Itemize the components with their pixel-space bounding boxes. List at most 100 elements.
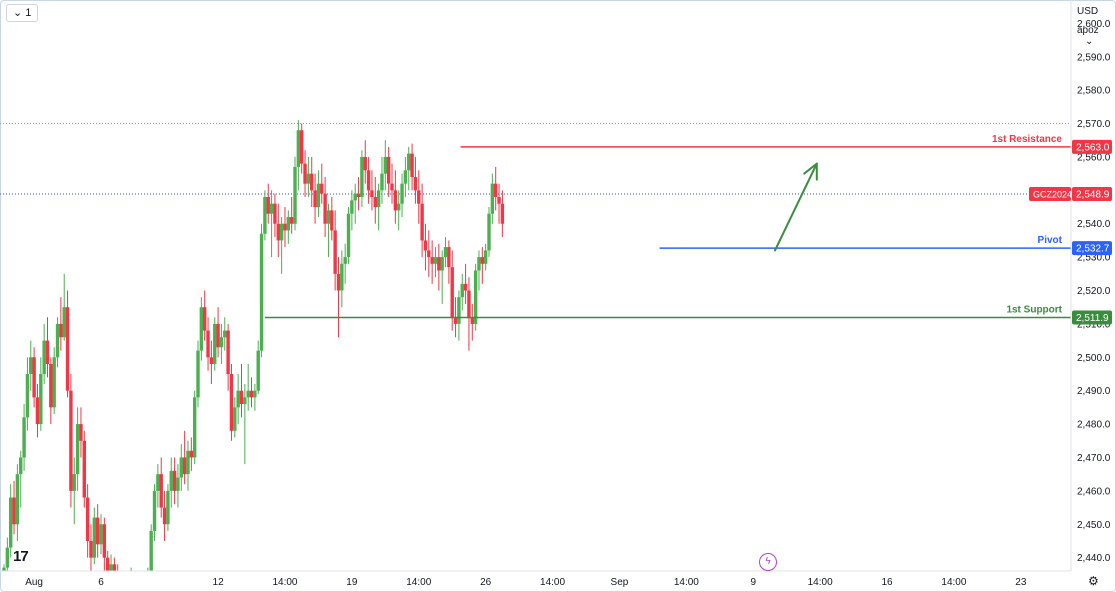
- candle-body: [182, 457, 187, 475]
- candle: [443, 237, 448, 268]
- candle: [75, 407, 80, 491]
- x-tick-label: 14:00: [674, 577, 699, 588]
- candle-body: [249, 390, 254, 398]
- candle-body: [299, 130, 304, 164]
- candle-body: [490, 183, 495, 214]
- tradingview-logo-icon[interactable]: 17: [13, 548, 29, 565]
- interval-dropdown-button[interactable]: ⌄ 1: [6, 4, 39, 22]
- candle: [35, 384, 40, 438]
- candle: [22, 404, 26, 471]
- currency-selector[interactable]: USD: [1077, 6, 1098, 17]
- candle-body: [366, 170, 371, 191]
- candle: [330, 197, 334, 241]
- candle-body: [326, 210, 331, 224]
- candle: [156, 464, 160, 508]
- x-tick-label: Sep: [611, 577, 629, 588]
- candle-body: [109, 564, 113, 571]
- candle: [289, 197, 294, 234]
- candle-body: [400, 183, 404, 204]
- candle: [490, 173, 495, 224]
- time-axis[interactable]: Aug 6 12 14:00 19 14:00 26 14:00 Sep 14:00 9 14:00 1…: [25, 577, 1027, 588]
- candle-body: [82, 440, 86, 498]
- candle-body: [396, 203, 401, 211]
- candle: [209, 340, 214, 385]
- candle-body: [483, 250, 488, 264]
- candle-body: [467, 290, 471, 318]
- candle-body: [149, 530, 153, 571]
- candle: [269, 190, 274, 258]
- x-tick-label: 16: [881, 577, 893, 588]
- candle: [182, 430, 187, 485]
- scale-mode-selector[interactable]: apoz ⌄: [1077, 25, 1116, 47]
- candle: [226, 323, 230, 391]
- candle-body: [25, 373, 30, 418]
- candle-body: [323, 193, 327, 224]
- candle-body: [310, 173, 314, 191]
- chevron-down-icon: ⌄: [13, 7, 23, 19]
- candle: [470, 303, 474, 341]
- candle-body: [320, 183, 324, 194]
- candle: [249, 377, 254, 408]
- candle: [223, 317, 227, 351]
- candle: [65, 290, 70, 398]
- candle-body: [72, 474, 76, 491]
- x-tick-label: 12: [213, 577, 225, 588]
- candle-body: [276, 223, 280, 241]
- candle-body: [233, 407, 237, 431]
- candle-body: [85, 497, 90, 541]
- x-tick-label: 14:00: [272, 577, 297, 588]
- candle-body: [423, 240, 428, 251]
- candle-body: [213, 323, 217, 364]
- candle-body: [330, 210, 334, 231]
- candle-body: [226, 330, 230, 374]
- candle-body: [12, 497, 16, 525]
- candle: [203, 290, 207, 341]
- candle-body: [443, 247, 448, 258]
- candle: [19, 450, 23, 508]
- candle: [373, 176, 377, 224]
- price-tags: 2,563.0 2,532.7 2,511.9 2,548.9 GCZ2024: [1029, 139, 1112, 325]
- candle-body: [390, 183, 394, 191]
- x-tick-label: 14:00: [808, 577, 833, 588]
- candle: [166, 484, 170, 531]
- y-tick-label: 2,490.0: [1077, 386, 1111, 397]
- price-axis[interactable]: 2,440.0 2,450.0 2,460.0 2,470.0 2,480.0 2,490…: [1077, 19, 1111, 564]
- gear-icon[interactable]: ⚙: [1088, 574, 1099, 588]
- candle: [383, 140, 388, 191]
- x-tick-label: 9: [750, 577, 756, 588]
- candle-body: [112, 564, 117, 571]
- level-label: Pivot: [1038, 235, 1063, 246]
- candle: [390, 163, 394, 204]
- candle: [169, 457, 173, 508]
- candle-body: [346, 213, 351, 258]
- candle: [340, 250, 344, 308]
- candle-body: [45, 340, 50, 364]
- candle-body: [186, 450, 190, 475]
- candle: [430, 240, 434, 284]
- candle-body: [219, 337, 224, 348]
- y-tick-label: 2,520.0: [1077, 286, 1111, 297]
- logo-text: 17: [13, 548, 29, 565]
- candle-body: [192, 397, 197, 458]
- candle-body: [99, 524, 103, 545]
- x-tick-label: 19: [346, 577, 358, 588]
- y-tick-label: 2,510.0: [1077, 319, 1111, 330]
- candle-body: [259, 233, 264, 351]
- candle-body: [39, 373, 43, 425]
- candle-body: [172, 470, 177, 491]
- lightning-icon[interactable]: ϟ: [759, 553, 777, 571]
- candle-body: [19, 457, 23, 475]
- candle: [55, 317, 60, 368]
- candle-body: [350, 200, 354, 214]
- last-price-tag: [1072, 187, 1112, 202]
- candle-body: [253, 390, 257, 398]
- symbol-tag-text: GCZ2024: [1033, 190, 1072, 200]
- candle: [303, 150, 307, 198]
- candle-body: [146, 574, 149, 577]
- candle: [299, 123, 304, 174]
- candle-body: [126, 581, 129, 584]
- candle-body: [179, 457, 183, 478]
- candle-body: [95, 517, 100, 545]
- candle-body: [166, 490, 170, 525]
